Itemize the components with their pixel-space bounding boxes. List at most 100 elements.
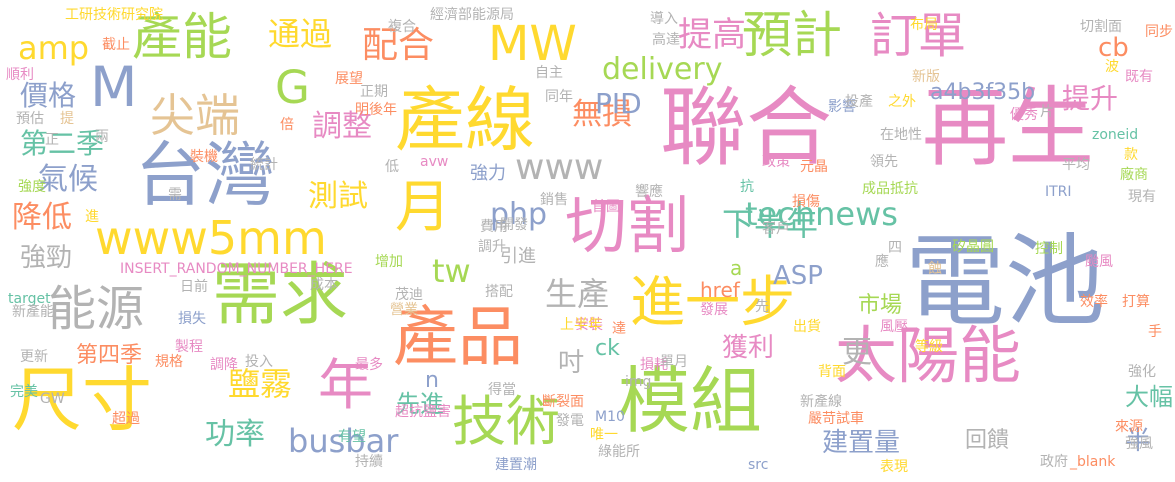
word: 表現 — [880, 459, 908, 475]
word: 響應 — [635, 184, 663, 200]
word: 綠能所 — [598, 444, 640, 460]
word: 配合 — [362, 25, 435, 66]
word: 增加 — [375, 254, 403, 270]
word: 強風 — [1125, 436, 1153, 452]
word: 政府 — [1040, 454, 1068, 470]
word: 月 — [395, 175, 451, 240]
word: href — [700, 278, 740, 302]
word: 高達 — [652, 32, 680, 48]
word: 引進 — [500, 246, 536, 267]
word: 平均 — [1062, 157, 1090, 173]
word: 氣候 — [38, 162, 98, 197]
word: 提升 — [1062, 82, 1119, 115]
word: G — [275, 61, 310, 114]
word: 太陽能 — [835, 319, 1022, 392]
word: 導入 — [650, 11, 678, 27]
word: delivery — [602, 52, 723, 87]
word: 產品 — [393, 300, 524, 375]
word: 四 — [888, 240, 902, 256]
word: 蝕 — [928, 261, 942, 277]
word: 同年 — [545, 89, 573, 105]
word: 持續 — [355, 454, 383, 470]
word: 台灣 — [135, 134, 275, 216]
word: 應 — [875, 254, 889, 270]
word: 再生 — [922, 78, 1094, 178]
word: 在地性 — [880, 127, 922, 143]
word: 訂單 — [870, 8, 967, 64]
word: 之外 — [888, 94, 916, 110]
word: busbar — [288, 422, 399, 460]
word: 出貨 — [793, 319, 821, 335]
word: 單月 — [660, 354, 688, 370]
word: 營業 — [390, 302, 418, 318]
word: 倍 — [280, 117, 294, 133]
word: 經濟部能源局 — [430, 7, 514, 23]
word: tw — [432, 252, 471, 290]
word: 聯合 — [660, 78, 832, 178]
word: 得當 — [488, 382, 516, 398]
word: 領先 — [870, 154, 898, 170]
word: a — [730, 256, 743, 280]
word: 調升 — [478, 239, 506, 255]
word: 控制 — [1035, 241, 1063, 257]
word: 更 — [842, 335, 872, 370]
word: amp — [18, 29, 90, 67]
word: src — [748, 457, 769, 473]
word: 低 — [385, 159, 399, 175]
word: 搭配 — [485, 284, 513, 300]
word: 茂迪 — [395, 287, 423, 303]
word: ITRI — [1045, 184, 1072, 200]
word: 開發 — [500, 217, 528, 233]
word: PID — [595, 87, 642, 120]
word: 無損 — [572, 97, 632, 132]
word: 第二季 — [20, 127, 105, 160]
word: 強度 — [18, 179, 46, 195]
word: 獲利 — [722, 333, 775, 363]
word: avw — [420, 154, 449, 170]
word: 尖端 — [150, 89, 241, 142]
word: n — [425, 368, 439, 393]
word: 手 — [1148, 324, 1162, 340]
word: 兩 — [95, 129, 109, 145]
word: M — [90, 55, 138, 119]
word: 第四季 — [76, 343, 143, 368]
word: 波 — [1105, 59, 1119, 75]
word: 下半年 — [722, 205, 819, 243]
word: 損耗 — [640, 357, 668, 373]
word: 投產 — [845, 94, 873, 110]
word: 款 — [1124, 147, 1138, 163]
word: 成本 — [310, 277, 338, 293]
word: M10 — [595, 409, 625, 425]
word: 建置量 — [822, 428, 901, 458]
word: cb — [1098, 33, 1129, 63]
word: 製程 — [175, 339, 203, 355]
word: a4b3f35b — [930, 80, 1036, 105]
word: 上半年 — [560, 317, 602, 333]
word: 先 — [755, 299, 769, 315]
word: 背面 — [818, 364, 846, 380]
word: target — [8, 291, 51, 307]
word: 明後年 — [355, 102, 397, 118]
word: 客戶 — [762, 221, 790, 237]
word: 預計 — [742, 6, 842, 64]
word: 尺寸 — [12, 359, 152, 441]
word: 降低 — [12, 200, 72, 235]
word: 提 — [60, 111, 74, 127]
word: _blank — [1070, 454, 1116, 470]
word: 強化 — [1128, 364, 1156, 380]
word: 費用 — [480, 219, 508, 235]
word: 規格 — [155, 354, 183, 370]
word: 切割面 — [1080, 19, 1122, 35]
word: 建置潮 — [495, 457, 537, 473]
word: 風壓 — [880, 319, 908, 335]
word: 達 — [612, 321, 626, 337]
word: 模組 — [618, 359, 763, 443]
word: 通過 — [268, 15, 333, 53]
word: 損傷 — [792, 194, 820, 210]
word: 廠商 — [1120, 167, 1148, 183]
word: 片 — [1040, 104, 1054, 120]
word: 更新 — [20, 349, 48, 365]
word: MW — [488, 16, 577, 72]
word: 投入 — [245, 354, 273, 370]
